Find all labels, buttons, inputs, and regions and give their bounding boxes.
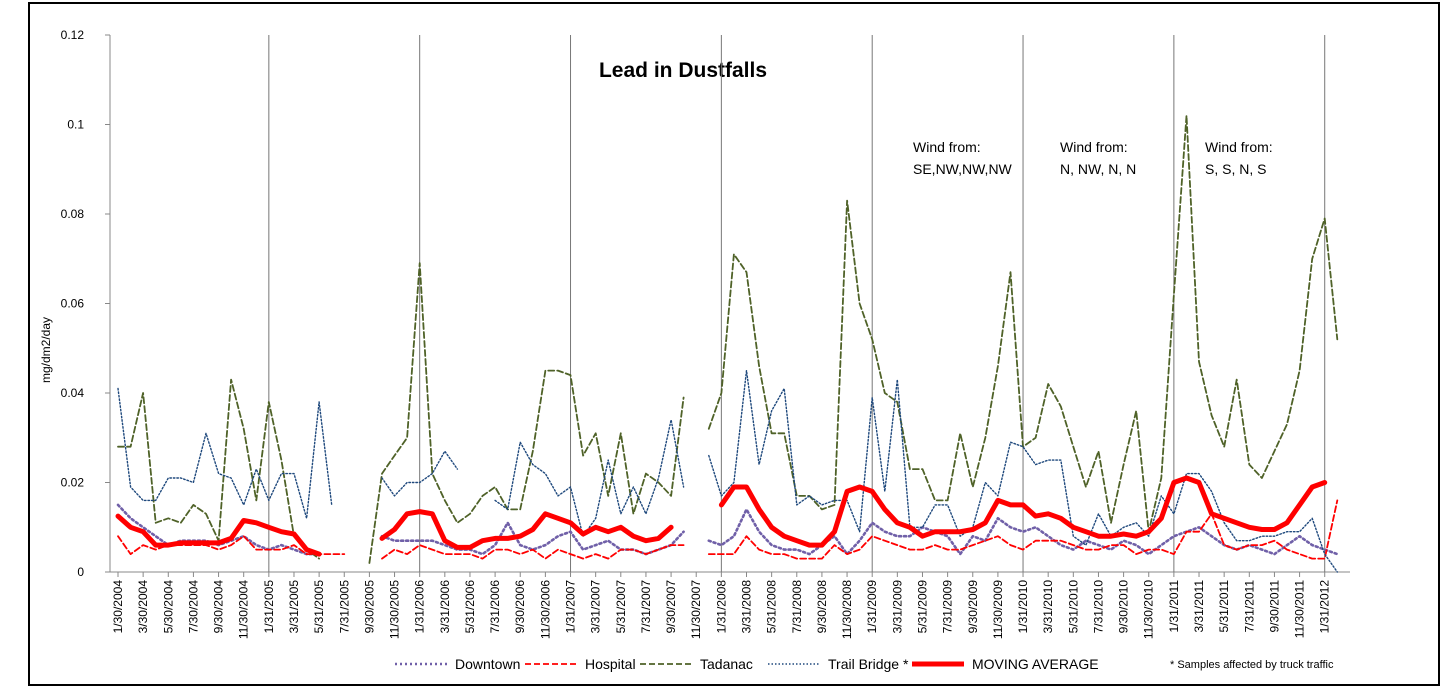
x-tick-label: 11/30/2010 [1142, 580, 1156, 639]
frame [28, 2, 1440, 686]
y-tick-label: 0.12 [61, 28, 85, 42]
x-tick-label: 3/31/2010 [1041, 580, 1055, 634]
x-tick-label: 9/30/2007 [664, 580, 678, 634]
x-tick-label: 1/31/2005 [262, 580, 276, 634]
x-tick-label: 11/30/2011 [1293, 580, 1307, 639]
y-tick-label: 0.04 [61, 386, 85, 400]
legend-label: Hospital [585, 656, 636, 672]
x-tick-label: 5/30/2004 [161, 580, 175, 634]
x-tick-label: 5/31/2009 [915, 580, 929, 634]
x-tick-label: 1/31/2012 [1318, 580, 1332, 634]
chart-title: Lead in Dustfalls [599, 59, 767, 82]
y-tick-label: 0.1 [67, 118, 84, 132]
x-tick-label: 1/31/2011 [1167, 580, 1181, 633]
x-tick-label: 5/31/2005 [312, 580, 326, 634]
x-tick-label: 3/31/2008 [740, 580, 754, 634]
x-tick-label: 9/30/2006 [513, 580, 527, 634]
x-tick-label: 11/30/2007 [689, 580, 703, 639]
x-tick-label: 7/31/2005 [337, 580, 351, 634]
x-tick-label: 1/30/2004 [111, 580, 125, 634]
annotation: N, NW, N, N [1060, 161, 1136, 177]
x-tick-label: 11/30/2006 [538, 580, 552, 639]
x-tick-label: 7/31/2008 [790, 580, 804, 634]
annotation: Wind from: [913, 139, 981, 155]
legend-label: Tadanac [700, 656, 753, 672]
x-tick-label: 5/31/2007 [614, 580, 628, 634]
x-tick-label: 3/31/2009 [890, 580, 904, 634]
legend-label: MOVING AVERAGE [972, 656, 1099, 672]
legend-label: Downtown [455, 656, 520, 672]
x-tick-label: 9/30/2011 [1267, 580, 1281, 633]
y-tick-label: 0.08 [61, 207, 85, 221]
series-line [115, 475, 1328, 557]
y-tick-label: 0 [77, 565, 84, 579]
series-line [117, 369, 1338, 573]
x-tick-label: 3/31/2007 [589, 580, 603, 634]
legend-label: Trail Bridge * [828, 656, 909, 672]
x-tick-label: 1/31/2007 [564, 580, 578, 634]
x-tick-label: 9/30/2009 [966, 580, 980, 634]
x-tick-label: 9/30/2005 [362, 580, 376, 634]
x-tick-label: 3/31/2005 [287, 580, 301, 634]
x-tick-label: 5/31/2008 [765, 580, 779, 634]
x-tick-label: 11/30/2005 [388, 580, 402, 639]
x-tick-label: 7/30/2004 [186, 580, 200, 634]
y-tick-label: 0.06 [61, 297, 85, 311]
x-tick-label: 7/31/2006 [488, 580, 502, 634]
x-tick-label: 3/31/2011 [1192, 580, 1206, 633]
x-tick-label: 1/31/2010 [1016, 580, 1030, 634]
annotation: S, S, N, S [1205, 161, 1266, 177]
x-tick-label: 11/30/2004 [237, 580, 251, 639]
x-tick-label: 3/30/2004 [136, 580, 150, 634]
series-line [116, 503, 1339, 556]
x-tick-label: 5/31/2011 [1217, 580, 1231, 633]
series-line [117, 499, 1339, 560]
x-tick-label: 9/30/2008 [815, 580, 829, 634]
x-tick-label: 5/31/2006 [463, 580, 477, 634]
y-tick-label: 0.02 [61, 476, 85, 490]
x-tick-label: 11/30/2008 [840, 580, 854, 639]
x-tick-label: 1/31/2009 [865, 580, 879, 634]
x-tick-label: 9/30/2004 [212, 580, 226, 634]
x-tick-label: 1/31/2008 [714, 580, 728, 634]
x-tick-label: 1/31/2006 [413, 580, 427, 634]
x-tick-label: 5/31/2010 [1066, 580, 1080, 634]
annotation: Wind from: [1060, 139, 1128, 155]
x-tick-label: 9/30/2010 [1117, 580, 1131, 634]
x-tick-label: 7/31/2007 [639, 580, 653, 634]
annotation: SE,NW,NW,NW [913, 161, 1013, 177]
annotation: Wind from: [1205, 139, 1273, 155]
x-tick-label: 7/31/2010 [1091, 580, 1105, 634]
x-tick-label: 7/31/2011 [1242, 580, 1256, 633]
x-tick-label: 11/30/2009 [991, 580, 1005, 639]
footnote: * Samples affected by truck traffic [1170, 659, 1334, 671]
x-tick-label: 7/31/2009 [941, 580, 955, 634]
y-axis-label: mg/dm2/day [39, 317, 53, 383]
x-tick-label: 3/31/2006 [438, 580, 452, 634]
